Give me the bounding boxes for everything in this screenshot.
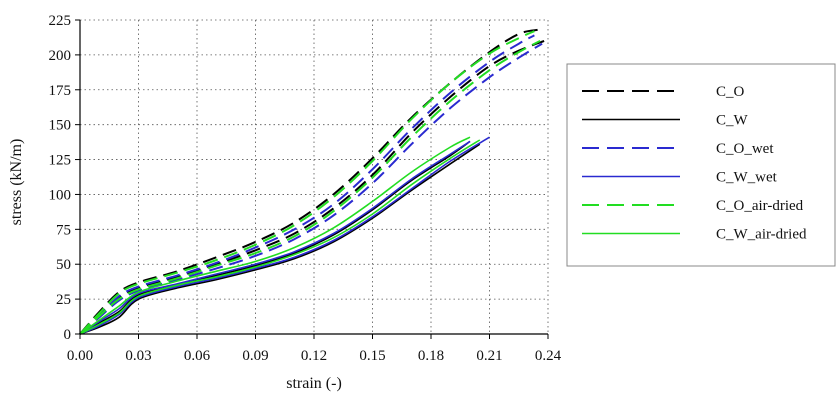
- series-c-w-air-dried-line-2: [79, 139, 481, 335]
- axes: [75, 19, 549, 339]
- x-tick-label: 0.21: [476, 348, 502, 364]
- x-tick-label: 0.24: [535, 348, 562, 364]
- series-c-w-line-1: [79, 143, 481, 335]
- series-c-w-line-2: [79, 140, 471, 335]
- y-tick-label: 0: [64, 327, 72, 343]
- y-tick-label: 200: [49, 48, 72, 64]
- legend-label-c-o-wet: C_O_wet: [716, 141, 774, 157]
- x-tick-label: 0.12: [301, 348, 327, 364]
- data-curves: [79, 28, 545, 335]
- y-tick-labels: 0 25 50 75 100 125 150 175 200 225: [49, 13, 72, 343]
- x-tick-label: 0.03: [125, 348, 151, 364]
- x-tick-labels: 0.00 0.03 0.06 0.09 0.12 0.15 0.18 0.21 0.24: [67, 348, 562, 364]
- series-c-o-air-dried-line-2: [79, 40, 541, 335]
- x-tick-label: 0.09: [242, 348, 268, 364]
- y-tick-label: 225: [49, 13, 72, 29]
- y-tick-label: 50: [56, 257, 71, 273]
- series-c-w-wet-line-2: [79, 140, 471, 335]
- series-c-o-line-2: [79, 39, 545, 335]
- series-c-w-wet-line-1: [79, 136, 490, 335]
- legend-label-c-o-air-dried: C_O_air-dried: [716, 198, 804, 214]
- series-c-o-wet-line-1: [79, 42, 543, 335]
- series-c-w-air-dried-line-1: [79, 136, 471, 335]
- x-axis-title: strain (-): [286, 375, 342, 392]
- legend-label-c-o: C_O: [716, 84, 745, 100]
- legend-label-c-w-air-dried: C_W_air-dried: [716, 227, 807, 243]
- y-tick-label: 150: [49, 118, 72, 134]
- y-axis-title: stress (kN/m): [8, 139, 25, 226]
- y-tick-label: 100: [49, 187, 72, 203]
- x-tick-label: 0.15: [359, 348, 385, 364]
- x-tick-label: 0.00: [67, 348, 93, 364]
- x-tick-label: 0.06: [184, 348, 211, 364]
- y-tick-label: 125: [49, 153, 72, 169]
- series-c-o-wet-line-2: [79, 34, 535, 335]
- series-c-o-air-dried-line-1: [79, 30, 535, 335]
- y-tick-label: 75: [56, 222, 71, 238]
- legend-label-c-w: C_W: [716, 113, 749, 129]
- legend: C_O C_W C_O_wet C_W_wet C_O_air-dried C_W_air…: [566, 63, 836, 267]
- y-tick-label: 175: [49, 83, 72, 99]
- y-tick-label: 25: [56, 292, 71, 308]
- x-tick-label: 0.18: [418, 348, 444, 364]
- legend-label-c-w-wet: C_W_wet: [716, 170, 778, 186]
- legend-box: [566, 63, 836, 267]
